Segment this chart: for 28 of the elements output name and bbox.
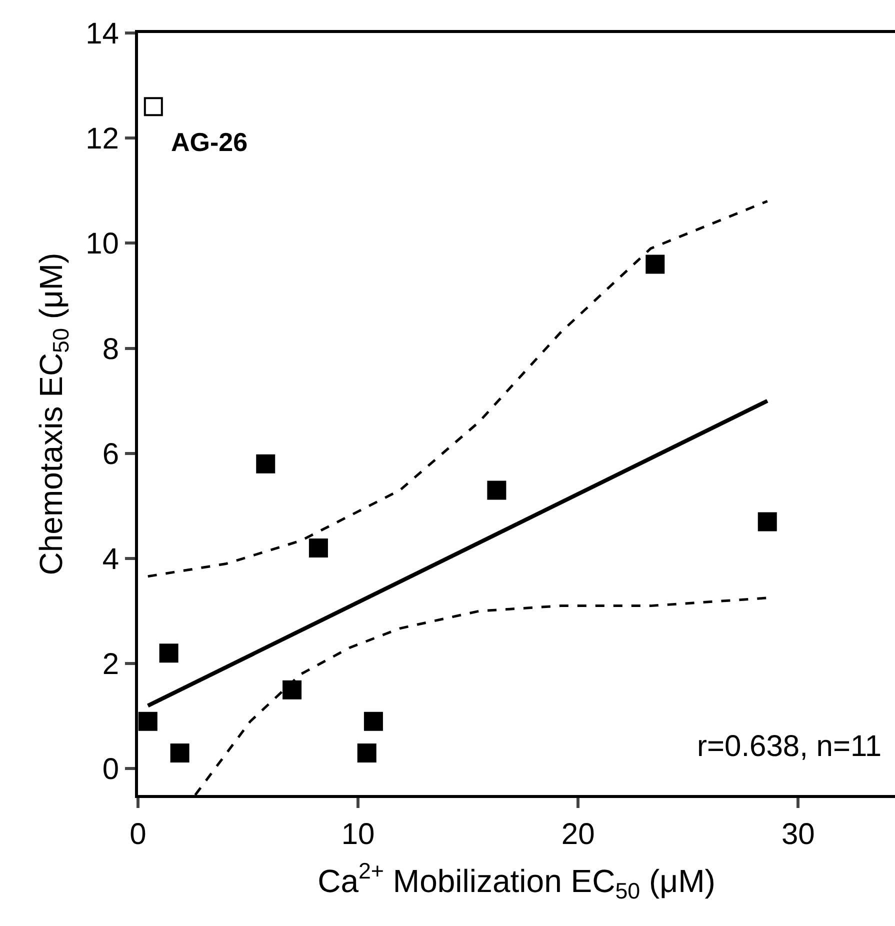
- x-tick-label: 20: [561, 818, 595, 851]
- y-tick-label: 2: [102, 648, 119, 682]
- point: [487, 480, 506, 500]
- line-series: [146, 200, 769, 578]
- point: [646, 254, 665, 274]
- point: [282, 680, 302, 700]
- point: [758, 512, 777, 532]
- y-tick-label: 4: [102, 543, 119, 576]
- point: [256, 454, 276, 474]
- point: [357, 743, 376, 762]
- x-tick-label: 0: [130, 818, 146, 851]
- annotation: r=0.638, n=11: [697, 730, 882, 763]
- x-tick-label: 30: [781, 818, 815, 851]
- y-tick-label: 8: [102, 332, 119, 366]
- y-tick-label: 6: [102, 438, 119, 471]
- y-tick-label: 0: [102, 753, 119, 786]
- y-tick-label: 14: [86, 18, 119, 50]
- y-tick-label: 12: [86, 122, 119, 156]
- point: [159, 644, 178, 663]
- point: [308, 538, 328, 558]
- point: [364, 712, 383, 731]
- y-tick-label: 10: [86, 228, 119, 261]
- annotation: AG-26: [171, 127, 248, 157]
- x-tick-label: 10: [341, 818, 375, 851]
- point: [170, 743, 190, 762]
- x-axis-title: Ca$^{2+}$ Mobilization EC$_{50}$ (μM): [318, 858, 716, 904]
- point: [138, 712, 158, 731]
- point: [144, 97, 163, 116]
